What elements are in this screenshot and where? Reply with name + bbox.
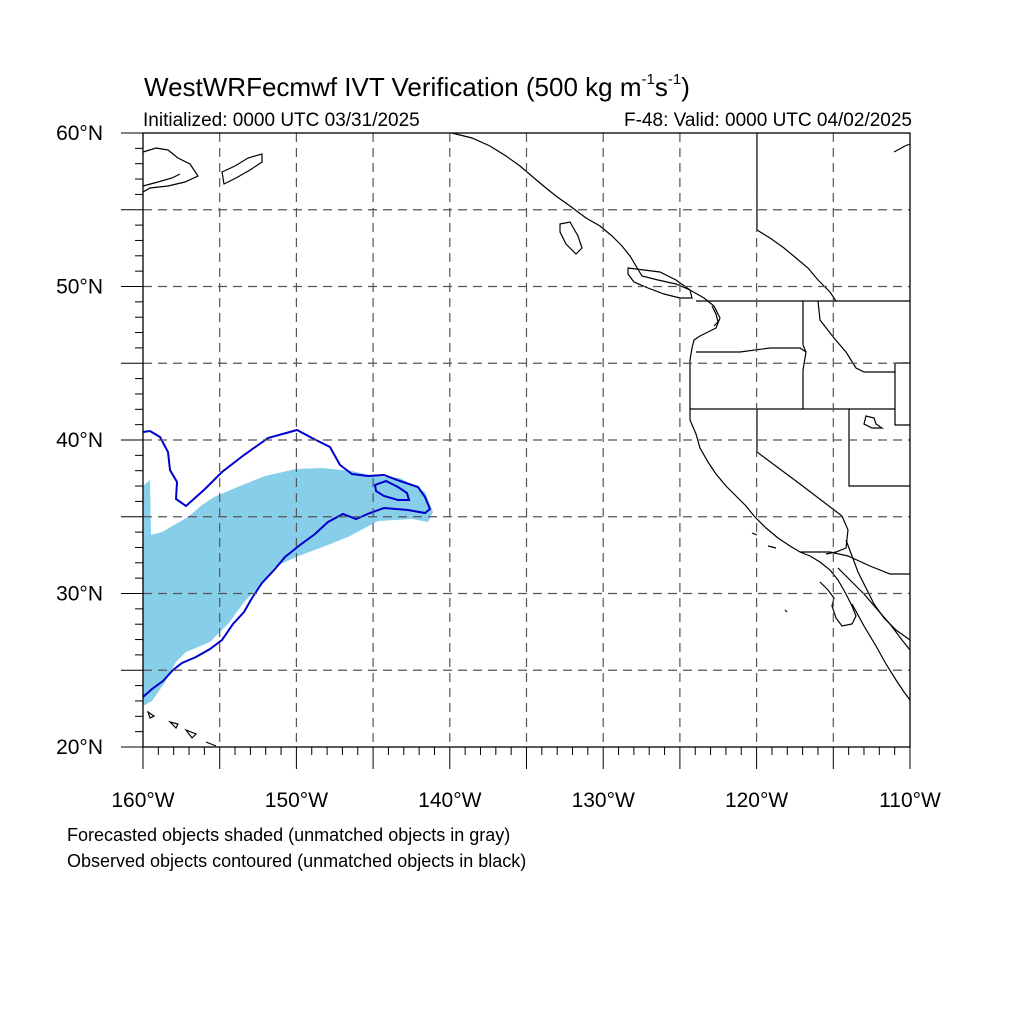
valid-time: F-48: Valid: 0000 UTC 04/02/2025 bbox=[624, 110, 912, 131]
baja-gulf-coast bbox=[845, 539, 911, 641]
alaska-islands bbox=[221, 153, 263, 185]
title-exponent-2: -1 bbox=[667, 71, 682, 89]
arizona-border bbox=[825, 515, 849, 555]
map-frame bbox=[121, 132, 911, 769]
channel-islands bbox=[751, 532, 788, 613]
title-close-paren: ) bbox=[681, 72, 690, 102]
axis-labels: 20°N 30°N 40°N 50°N 60°N 160°W 150°W 140°W 130°W… bbox=[56, 122, 941, 812]
us-mexico-border bbox=[800, 551, 910, 575]
nevada-california-border bbox=[756, 409, 843, 517]
lat-tick-label: 60°N bbox=[56, 122, 103, 145]
map-grid bbox=[143, 133, 910, 747]
lon-tick-label: 110°W bbox=[879, 789, 941, 812]
wyoming-border bbox=[894, 362, 910, 426]
lon-tick-label: 150°W bbox=[265, 789, 328, 812]
washington-oregon-border bbox=[696, 347, 807, 353]
observed-object-inner-contour bbox=[373, 479, 411, 501]
alaska-coastline-south bbox=[142, 173, 181, 187]
bc-alberta-border bbox=[756, 133, 837, 302]
title-unit-s: s bbox=[654, 72, 668, 102]
alaska-coastline bbox=[142, 147, 199, 193]
puget-sound bbox=[711, 305, 719, 327]
forecast-legend-note: Forecasted objects shaded (unmatched obj… bbox=[67, 825, 511, 845]
lat-tick-label: 50°N bbox=[56, 276, 103, 299]
haida-gwaii bbox=[559, 221, 583, 255]
observed-legend-note: Observed objects contoured (unmatched ob… bbox=[67, 851, 527, 871]
coastlines-and-borders bbox=[142, 132, 911, 747]
title-exponent-1: -1 bbox=[641, 71, 655, 89]
hawaii-islands bbox=[146, 710, 217, 747]
hudson-coast bbox=[893, 143, 911, 153]
lon-tick-label: 160°W bbox=[111, 789, 174, 812]
idaho-montana-border bbox=[817, 300, 895, 373]
idaho-border bbox=[802, 301, 807, 409]
lat-tick-label: 20°N bbox=[56, 736, 103, 759]
initialized-time: Initialized: 0000 UTC 03/31/2025 bbox=[143, 110, 420, 131]
forecast-object-shaded bbox=[143, 468, 433, 706]
lon-tick-label: 130°W bbox=[572, 789, 635, 812]
mexico-coast bbox=[837, 567, 911, 651]
vancouver-island bbox=[627, 267, 693, 299]
figure-title: WestWRFecmwf IVT Verification (500 kg m-… bbox=[144, 72, 690, 103]
observed-object-contour bbox=[142, 428, 432, 698]
lon-tick-label: 120°W bbox=[725, 789, 788, 812]
mexico-mainland-coast bbox=[851, 603, 911, 701]
canada-coastline bbox=[451, 132, 857, 627]
lon-tick-label: 140°W bbox=[418, 789, 481, 812]
lat-tick-label: 40°N bbox=[56, 429, 103, 452]
lat-tick-label: 30°N bbox=[56, 583, 103, 606]
great-salt-lake bbox=[863, 415, 884, 429]
title-text: WestWRFecmwf IVT Verification (500 kg m bbox=[144, 72, 642, 102]
nevada-utah-border bbox=[848, 409, 910, 487]
